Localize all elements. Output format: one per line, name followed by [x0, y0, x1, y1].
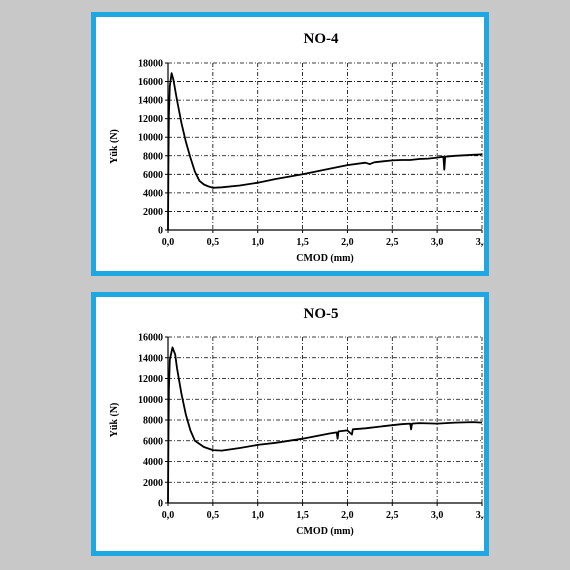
- chart-1-ytick-label: 10000: [138, 395, 163, 406]
- chart-0-xtick-label: 2,0: [341, 237, 354, 248]
- chart-no5: NO-5 0,0 0,5 1,0 1,5 2,0 2,5 3,0 3,5 0 2000 4000 600…: [109, 306, 484, 537]
- chart-1-ytick-label: 16000: [138, 333, 163, 344]
- chart-0-xtick-label: 0,0: [162, 237, 175, 248]
- chart-1-ytick-label: 0: [158, 499, 163, 510]
- chart-no4: NO-4 0,0 0,5 1,0 1,5 2,0 2,5 3,0 3,5 0 2000 4000 600…: [109, 31, 484, 264]
- chart-0-ytick-label: 4000: [143, 188, 163, 199]
- chart-1-ytick-label: 6000: [143, 436, 163, 447]
- chart-1-x-axis-label: CMOD (mm): [296, 526, 353, 537]
- chart-0-x-axis-label: CMOD (mm): [296, 253, 353, 264]
- chart-panel-no4: NO-4 0,0 0,5 1,0 1,5 2,0 2,5 3,0 3,5 0 2000 4000 600…: [91, 12, 489, 276]
- chart-0-ytick-label: 14000: [138, 96, 163, 107]
- chart-1-xtick-label: 1,5: [296, 510, 309, 521]
- chart-1-ytick-label: 12000: [138, 374, 163, 385]
- chart-1-xtick-label: 1,0: [251, 510, 264, 521]
- chart-1-y-axis-label: Yük (N): [109, 403, 120, 438]
- chart-0-xtick-label: 1,5: [296, 237, 309, 248]
- chart-0-ytick-label: 2000: [143, 207, 163, 218]
- chart-1-ytick-label: 2000: [143, 478, 163, 489]
- chart-0-ytick-label: 16000: [138, 77, 163, 88]
- chart-1-xtick-label: 2,5: [386, 510, 399, 521]
- chart-0-series-line-0: [167, 72, 483, 231]
- chart-1-series-line-0: [167, 346, 483, 504]
- chart-0-ytick-label: 8000: [143, 151, 163, 162]
- chart-0-title: NO-4: [304, 31, 339, 47]
- chart-0-xtick-label: 1,0: [251, 237, 264, 248]
- chart-0-y-axis-label: Yük (N): [109, 129, 120, 164]
- chart-1-xtick-label: 2,0: [341, 510, 354, 521]
- chart-0-ytick-label: 18000: [138, 59, 163, 70]
- chart-0-xtick-label: 2,5: [386, 237, 399, 248]
- chart-panel-no5: NO-5 0,0 0,5 1,0 1,5 2,0 2,5 3,0 3,5 0 2000 4000 600…: [91, 292, 489, 556]
- chart-0-ytick-label: 12000: [138, 114, 163, 125]
- chart-1-xtick-label: 3,0: [431, 510, 444, 521]
- chart-0-xtick-label: 0,5: [207, 237, 220, 248]
- chart-1-xtick-label: 0,5: [207, 510, 220, 521]
- chart-1-xtick-label: 3,5: [476, 510, 484, 521]
- chart-0-xtick-label: 3,0: [431, 237, 444, 248]
- chart-0-ytick-label: 0: [158, 226, 163, 237]
- chart-0-ytick-label: 6000: [143, 170, 163, 181]
- chart-1-ytick-label: 8000: [143, 416, 163, 427]
- chart-0-xtick-label: 3,5: [476, 237, 484, 248]
- chart-1-title: NO-5: [304, 306, 339, 322]
- chart-1-xtick-label: 0,0: [162, 510, 175, 521]
- chart-1-ytick-label: 14000: [138, 353, 163, 364]
- chart-1-ytick-label: 4000: [143, 457, 163, 468]
- chart-0-ytick-label: 10000: [138, 133, 163, 144]
